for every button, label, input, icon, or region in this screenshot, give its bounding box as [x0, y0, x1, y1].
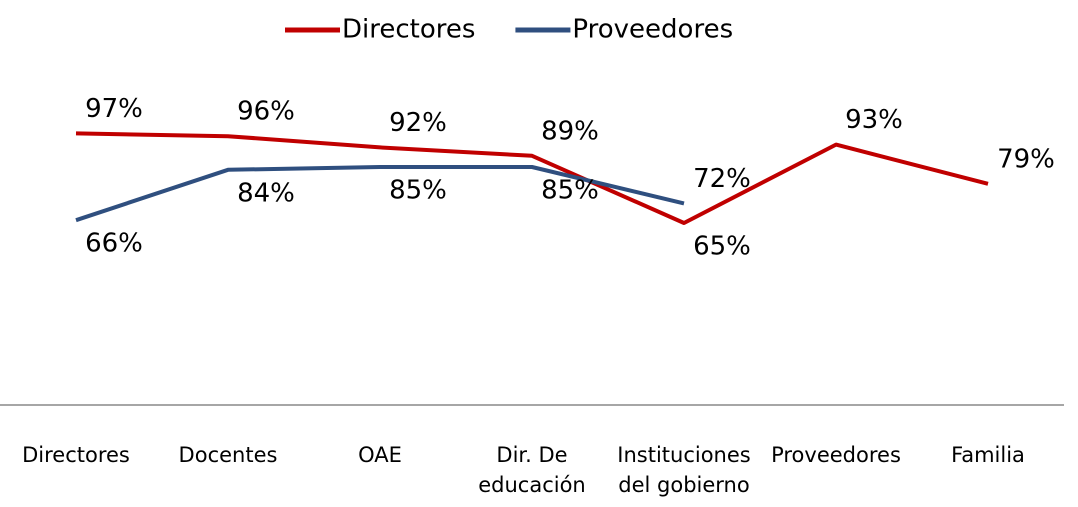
x-tick-label: Directores — [22, 443, 130, 467]
data-label: 66% — [85, 229, 143, 259]
x-tick-label: Proveedores — [771, 443, 901, 467]
series-line — [75, 131, 989, 225]
data-label: 72% — [693, 164, 751, 194]
x-tick-label: Instituciones del gobierno — [617, 443, 751, 497]
data-label: 79% — [997, 144, 1055, 174]
x-tick-label: Dir. De educación — [478, 443, 586, 497]
data-label: 65% — [693, 232, 751, 262]
data-label: 93% — [845, 105, 903, 135]
series-line — [75, 165, 685, 223]
data-label: 84% — [237, 178, 295, 208]
data-label: 97% — [85, 94, 143, 124]
legend-label: Directores — [342, 15, 475, 45]
legend-label: Proveedores — [572, 15, 733, 45]
x-tick-label: Docentes — [178, 443, 278, 467]
data-label: 85% — [389, 176, 447, 206]
data-label: 96% — [237, 97, 295, 127]
x-tick-label: OAE — [358, 443, 402, 467]
data-label: 85% — [541, 176, 599, 206]
x-tick-label: Familia — [951, 443, 1025, 467]
data-label: 92% — [389, 108, 447, 138]
data-label: 89% — [541, 116, 599, 146]
